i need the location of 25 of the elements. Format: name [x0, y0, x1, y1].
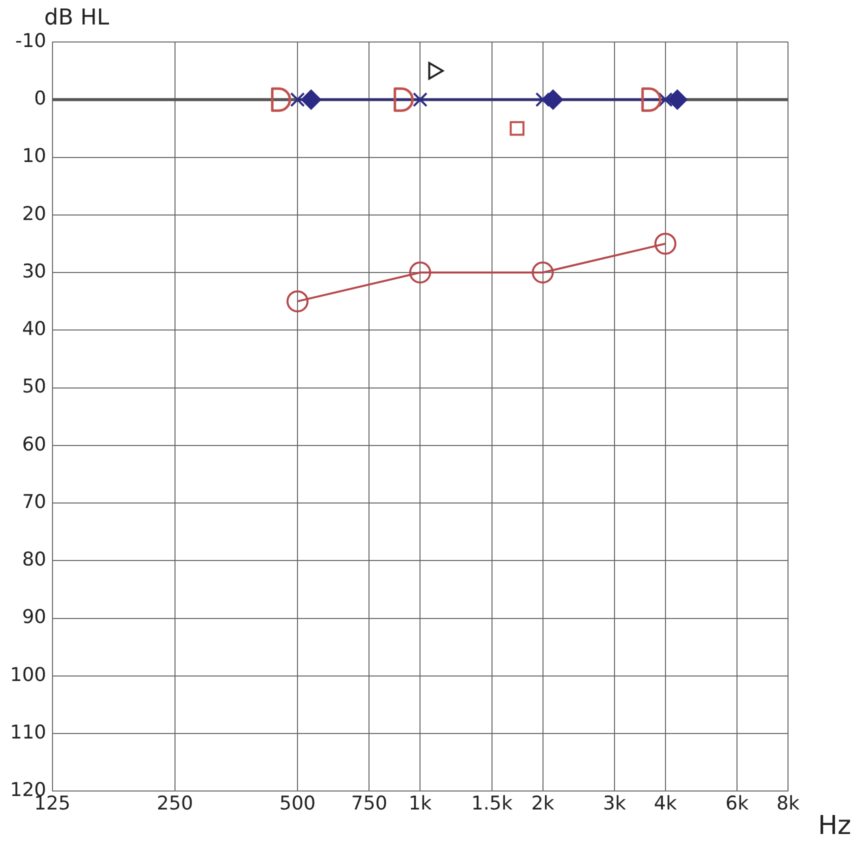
x-tick-label: 8k — [776, 792, 800, 815]
y-tick-label: 20 — [22, 202, 46, 225]
y-tick-label: 10 — [22, 145, 46, 168]
x-tick-label: 2k — [531, 792, 554, 815]
y-tick-label: -10 — [15, 30, 46, 52]
y-tick-label: 50 — [22, 376, 46, 398]
y-tick-label: 110 — [10, 722, 46, 744]
y-axis-title: dB HL — [44, 6, 110, 31]
y-tick-label: 30 — [22, 260, 46, 282]
x-tick-label: 1k — [408, 792, 432, 815]
x-axis-title: Hz — [818, 810, 852, 841]
y-tick-label: 100 — [10, 664, 46, 686]
y-tick-label: 80 — [22, 548, 46, 571]
x-tick-label: 4k — [654, 792, 677, 815]
y-tick-label: 60 — [22, 433, 46, 456]
x-tick-label: 3k — [602, 792, 626, 815]
y-tick-label: 70 — [22, 490, 46, 513]
x-tick-label: 750 — [351, 792, 388, 815]
x-tick-label: 6k — [726, 792, 749, 815]
x-tick-label: 250 — [156, 792, 194, 815]
y-tick-label: 0 — [34, 88, 46, 110]
x-tick-label: 500 — [279, 792, 316, 815]
x-tick-label: 1.5k — [471, 792, 512, 815]
y-tick-label: 90 — [22, 606, 46, 628]
y-tick-label: 40 — [22, 318, 46, 340]
